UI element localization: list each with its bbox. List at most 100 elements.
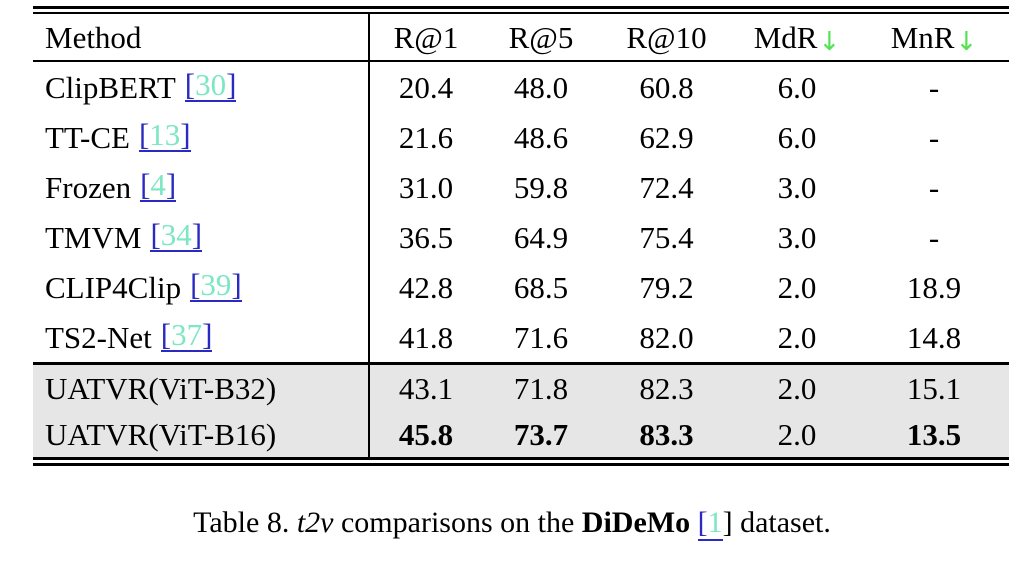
value-cell: 82.0 [639, 319, 694, 355]
method-cell: CLIP4Clip [39] [33, 262, 370, 312]
results-table: Method R@1 R@5 R@10 MdR ↓ MnR ↓ ClipBERT [30] 20.… [33, 6, 1009, 466]
table-header-row: Method R@1 R@5 R@10 MdR ↓ MnR ↓ [33, 14, 1009, 60]
table-top-rule-outer [33, 6, 1009, 9]
value-cell: 59.8 [513, 169, 569, 205]
citation-link[interactable]: [39] [190, 269, 242, 303]
citation-bracket: [ [190, 266, 201, 302]
citation-bracket: ] [231, 266, 242, 302]
value-cell: 3.0 [777, 169, 817, 205]
citation-bracket: ] [226, 66, 237, 102]
citation-bracket: ] [180, 116, 191, 152]
value-cell: 6.0 [777, 119, 817, 155]
table-row: CLIP4Clip [39] 42.8 68.5 79.2 2.0 18.9 [33, 262, 1009, 312]
column-header-label: R@10 [626, 19, 707, 55]
citation-bracket: [ [184, 66, 196, 102]
citation-number: 4 [150, 166, 166, 202]
table-body: ClipBERT [30] 20.4 48.0 60.8 6.0- TT-CE [13] 21.… [33, 62, 1009, 362]
table-bottom-rule-outer [33, 463, 1009, 466]
column-header-r10: R@10 [600, 14, 733, 60]
value-cell: 2.0 [777, 416, 817, 452]
table-top-rule-inner [33, 12, 1009, 14]
method-name: Frozen [45, 169, 132, 205]
citation-number: 39 [200, 266, 232, 302]
value-cell: 20.4 [398, 69, 454, 105]
citation-number: 37 [171, 316, 203, 352]
caption-text: dataset. [732, 506, 831, 539]
table-row: TS2-Net [37] 41.8 71.6 82.0 2.0 14.8 [33, 312, 1009, 362]
method-cell: ClipBERT [30] [33, 62, 370, 112]
column-header-r5: R@5 [482, 14, 600, 60]
arrow-down-icon: ↓ [818, 27, 841, 57]
citation-number: 34 [160, 216, 192, 252]
value-cell: 83.3 [639, 416, 694, 452]
value-cell: 82.3 [639, 370, 694, 406]
caption-text: Table 8. [193, 506, 297, 539]
table-row: UATVR(ViT-B16) 45.8 73.7 83.3 2.0 13.5 [33, 411, 1009, 457]
caption-italic-text: t2v [296, 506, 334, 539]
value-cell: 71.6 [513, 319, 569, 355]
citation-bracket: [ [150, 216, 161, 252]
arrow-down-icon: ↓ [955, 27, 978, 57]
value-cell: 64.9 [513, 219, 569, 255]
method-cell: UATVR(ViT-B32) [33, 365, 370, 411]
value-cell: - [928, 119, 940, 155]
citation-bracket: [ [160, 316, 172, 352]
value-cell: 2.0 [777, 319, 817, 355]
method-name: ClipBERT [45, 69, 176, 105]
column-header-label: Method [45, 19, 142, 55]
caption-citation-part[interactable]: [ [697, 506, 708, 541]
caption-text: comparisons on the [333, 506, 582, 539]
value-cell: 3.0 [777, 219, 817, 255]
citation-bracket: ] [165, 166, 177, 202]
value-cell: 36.5 [398, 219, 454, 255]
value-cell: 42.8 [398, 269, 454, 305]
value-cell: 43.1 [398, 370, 454, 406]
citation-bracket: [ [140, 166, 151, 202]
method-cell: TMVM [34] [33, 212, 370, 262]
value-cell: 18.9 [906, 269, 962, 305]
column-header-mdr: MdR ↓ [733, 14, 861, 60]
value-cell: 14.8 [906, 319, 962, 355]
table-row: Frozen [4] 31.0 59.8 72.4 3.0 - [33, 162, 1009, 212]
citation-number: 30 [195, 66, 227, 102]
value-cell: 6.0 [777, 69, 817, 105]
method-name: TS2-Net [45, 319, 152, 355]
caption-citation-part[interactable]: ] [722, 506, 733, 539]
value-cell: 60.8 [639, 69, 694, 105]
value-cell: 72.4 [639, 169, 694, 205]
column-header-label: MnR [890, 19, 955, 55]
citation-link[interactable]: [13] [138, 119, 191, 153]
value-cell: 79.2 [639, 269, 694, 305]
table-bottom-rule-inner [33, 457, 1009, 460]
caption-citation-part[interactable]: 1 [707, 506, 723, 541]
value-cell: 13.5 [906, 416, 962, 452]
citation-link[interactable]: [34] [150, 219, 203, 253]
column-header-r1: R@1 [370, 14, 482, 60]
method-name: UATVR(ViT-B16) [45, 416, 277, 452]
column-header-label: MdR [753, 19, 818, 55]
value-cell: - [928, 169, 940, 205]
column-header-method: Method [33, 14, 370, 60]
method-name: CLIP4Clip [45, 269, 182, 305]
value-cell: - [928, 219, 940, 255]
value-cell: 48.6 [513, 119, 569, 155]
value-cell: 15.1 [906, 370, 962, 406]
method-name: UATVR(ViT-B32) [45, 370, 277, 406]
value-cell: 2.0 [777, 269, 817, 305]
citation-link[interactable]: [30] [184, 69, 237, 103]
value-cell: 71.8 [513, 370, 569, 406]
value-cell: 73.7 [513, 416, 569, 452]
value-cell: 21.6 [398, 119, 454, 155]
method-cell: Frozen [4] [33, 162, 370, 212]
citation-bracket: [ [138, 116, 150, 152]
value-cell: 68.5 [513, 269, 569, 305]
mid-rule [33, 362, 1009, 365]
citation-link[interactable]: [4] [140, 169, 177, 203]
table-caption: Table 8. t2v comparisons on the DiDeMo [… [0, 501, 1024, 545]
value-cell: 31.0 [398, 169, 454, 205]
value-cell: - [928, 69, 940, 105]
citation-bracket: ] [202, 316, 213, 352]
citation-link[interactable]: [37] [160, 319, 213, 353]
column-header-label: R@1 [393, 19, 459, 55]
value-cell: 41.8 [398, 319, 454, 355]
